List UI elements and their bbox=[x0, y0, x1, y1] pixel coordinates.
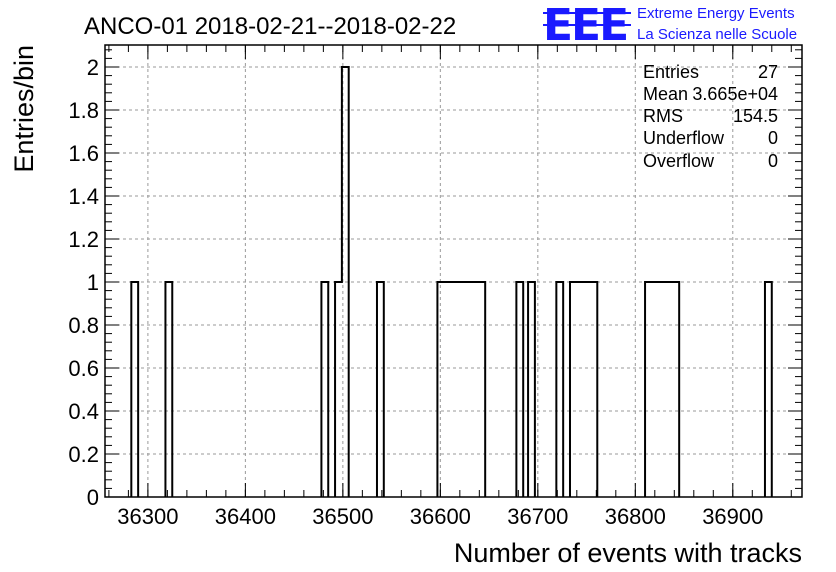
stats-overflow-value: 0 bbox=[768, 151, 778, 171]
plot-frame bbox=[104, 44, 803, 498]
histogram-bin bbox=[444, 282, 451, 497]
y-tick-label: 0 bbox=[87, 485, 99, 510]
histogram-bin bbox=[590, 282, 597, 497]
histogram-bin bbox=[556, 282, 563, 497]
stats-overflow-label: Overflow bbox=[643, 151, 715, 171]
y-tick-label: 0.6 bbox=[68, 356, 99, 381]
histogram-bin bbox=[584, 282, 591, 497]
histogram-bin bbox=[458, 282, 465, 497]
stats-underflow-label: Underflow bbox=[643, 128, 725, 148]
y-axis-label: Entries/bin bbox=[9, 45, 39, 173]
histogram-bin bbox=[666, 282, 673, 497]
histogram-bin bbox=[451, 282, 458, 497]
histogram-bin bbox=[528, 282, 535, 497]
y-tick-label: 0.4 bbox=[68, 399, 99, 424]
x-tick-label: 36900 bbox=[702, 504, 763, 529]
histogram-outline bbox=[130, 66, 773, 497]
x-tick-label: 36500 bbox=[312, 504, 373, 529]
x-tick-label: 36600 bbox=[410, 504, 471, 529]
histogram-bin bbox=[570, 282, 577, 497]
histogram-bars bbox=[130, 66, 773, 497]
y-tick-label: 0.2 bbox=[68, 442, 99, 467]
axis-ticks bbox=[105, 45, 802, 498]
y-tick-label: 1.4 bbox=[68, 184, 99, 209]
chart-title: ANCO-01 2018-02-21--2018-02-22 bbox=[84, 13, 456, 40]
histogram-bin bbox=[577, 282, 584, 497]
histogram-bin bbox=[516, 282, 523, 497]
histogram-bin bbox=[659, 282, 666, 497]
x-tick-label: 36300 bbox=[117, 504, 178, 529]
logo-stripe bbox=[543, 24, 631, 26]
x-axis-label: Number of events with tracks bbox=[454, 538, 802, 568]
histogram-bin bbox=[472, 282, 479, 497]
histogram-bin bbox=[377, 282, 384, 497]
histogram-bin bbox=[652, 282, 659, 497]
x-tick-label: 36400 bbox=[215, 504, 276, 529]
histogram-bin bbox=[165, 282, 172, 497]
stats-underflow-value: 0 bbox=[768, 128, 778, 148]
y-tick-label: 1 bbox=[87, 270, 99, 295]
histogram-bin bbox=[672, 282, 679, 497]
histogram-bin bbox=[478, 282, 485, 497]
eee-logo: EEE Extreme Energy Events La Scienza nel… bbox=[543, 0, 797, 51]
logo-line-1: Extreme Energy Events bbox=[637, 5, 795, 22]
histogram-bin bbox=[131, 282, 138, 497]
histogram-bin bbox=[335, 282, 342, 497]
stats-box: Entries 27 Mean 3.665e+04 RMS 154.5 Unde… bbox=[643, 62, 778, 171]
stats-rms-value: 154.5 bbox=[733, 106, 778, 126]
y-tick-label: 2 bbox=[87, 55, 99, 80]
stats-mean-label: Mean bbox=[643, 84, 688, 104]
y-tick-label: 1.2 bbox=[68, 227, 99, 252]
x-tick-label: 36800 bbox=[605, 504, 666, 529]
grid-lines bbox=[105, 45, 802, 497]
stats-mean-value: 3.665e+04 bbox=[692, 84, 778, 104]
stats-entries-label: Entries bbox=[643, 62, 699, 82]
stats-entries-value: 27 bbox=[758, 62, 778, 82]
histogram-bin bbox=[321, 282, 328, 497]
y-tick-label: 0.8 bbox=[68, 313, 99, 338]
x-tick-label: 36700 bbox=[507, 504, 568, 529]
histogram-bin bbox=[465, 282, 472, 497]
y-tick-label: 1.8 bbox=[68, 98, 99, 123]
histogram-bin bbox=[765, 282, 772, 497]
logo-line-2: La Scienza nelle Scuole bbox=[637, 26, 797, 43]
stats-rms-label: RMS bbox=[643, 106, 683, 126]
tick-labels: 0 0.2 0.4 0.6 0.8 1 1.2 1.4 1.6 1.8 2 36300 36400 365… bbox=[68, 55, 763, 529]
y-tick-label: 1.6 bbox=[68, 141, 99, 166]
logo-stripe bbox=[543, 12, 631, 14]
histogram-bin bbox=[645, 282, 652, 497]
